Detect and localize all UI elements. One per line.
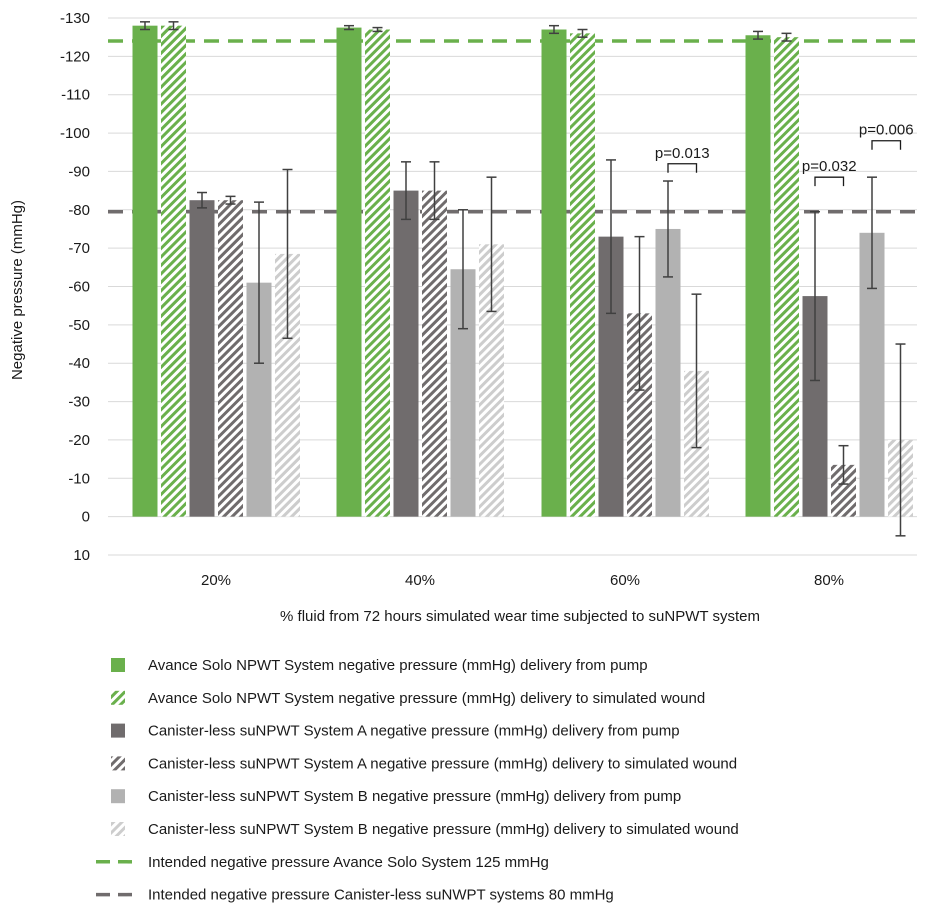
p-value-label: p=0.006 — [859, 122, 914, 139]
bar — [570, 33, 595, 517]
y-tick-label: -90 — [68, 163, 90, 180]
y-tick-label: -10 — [68, 470, 90, 487]
y-tick-label: -20 — [68, 432, 90, 449]
significance-bracket — [871, 140, 902, 150]
y-tick-label: -80 — [68, 202, 90, 219]
bar — [365, 29, 390, 517]
bar — [422, 190, 447, 517]
legend-label: Canister-less suNPWT System B negative p… — [148, 788, 681, 805]
bar — [745, 35, 771, 517]
bar — [774, 37, 799, 517]
x-axis-title: % fluid from 72 hours simulated wear tim… — [280, 608, 760, 625]
significance-bracket — [814, 176, 845, 187]
legend-swatch — [111, 822, 125, 836]
y-tick-label: -40 — [68, 355, 90, 372]
legend-swatch — [111, 789, 125, 804]
x-tick-label: 20% — [201, 572, 231, 589]
x-tick-label: 60% — [610, 572, 640, 589]
y-axis-title: Negative pressure (mmHg) — [9, 200, 26, 380]
bar — [393, 190, 419, 517]
y-tick-label: -110 — [61, 87, 90, 104]
legend-label: Intended negative pressure Avance Solo S… — [148, 854, 549, 871]
legend-label: Avance Solo NPWT System negative pressur… — [148, 657, 648, 674]
legend-label: Canister-less suNPWT System A negative p… — [148, 723, 680, 740]
legend-label: Canister-less suNPWT System B negative p… — [148, 821, 739, 838]
y-tick-label: -60 — [68, 279, 90, 296]
y-tick-label: -30 — [68, 394, 90, 411]
y-tick-label: -120 — [60, 48, 90, 65]
y-tick-label: 10 — [73, 547, 90, 564]
significance-bracket — [667, 163, 698, 173]
legend-swatch — [111, 723, 125, 738]
legend-label: Avance Solo NPWT System negative pressur… — [148, 690, 705, 707]
legend-label: Canister-less suNPWT System A negative p… — [148, 755, 737, 772]
bar — [132, 25, 158, 517]
x-tick-label: 40% — [405, 572, 435, 589]
bar — [336, 27, 362, 517]
legend-label: Intended negative pressure Canister-less… — [148, 887, 614, 904]
legend-swatch — [111, 658, 125, 672]
y-tick-label: -70 — [68, 240, 90, 257]
y-tick-label: -130 — [60, 10, 90, 27]
bar — [541, 29, 567, 517]
x-tick-label: 80% — [814, 572, 844, 589]
legend-swatch — [111, 756, 125, 771]
bar — [189, 200, 215, 517]
bar — [218, 200, 243, 517]
p-value-label: p=0.013 — [655, 145, 710, 162]
legend: Avance Solo NPWT System negative pressur… — [96, 657, 739, 904]
y-tick-label: 0 — [82, 509, 90, 526]
bar — [161, 25, 186, 517]
y-tick-label: -100 — [60, 125, 90, 142]
legend-swatch — [111, 690, 125, 705]
y-tick-label: -50 — [68, 317, 90, 334]
p-value-label: p=0.032 — [802, 158, 857, 175]
